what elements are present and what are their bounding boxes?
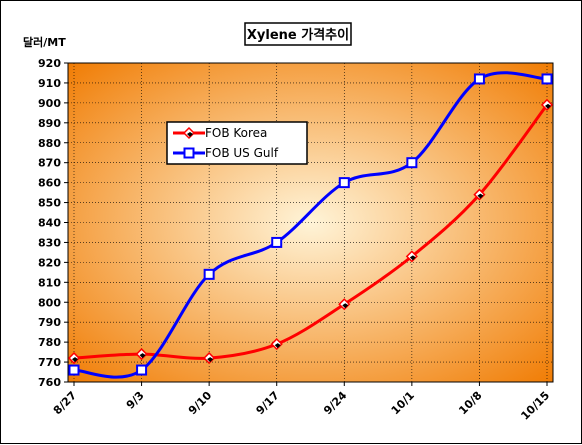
data-point <box>136 364 148 376</box>
x-tick-label: 10/15 <box>518 389 552 423</box>
data-point <box>68 364 80 376</box>
x-axis-tick-labels: 8/27 9/3 9/10 9/17 9/24 10/1 10/8 10/15 <box>51 389 552 423</box>
y-tick-label: 830 <box>38 236 61 249</box>
y-tick-label: 820 <box>38 256 61 269</box>
y-tick-label: 880 <box>38 137 61 150</box>
data-point <box>405 250 418 263</box>
x-tick-label: 9/17 <box>254 389 282 417</box>
x-tick-label: 9/24 <box>321 389 350 418</box>
legend-marker <box>182 126 196 140</box>
series-lines <box>67 71 554 379</box>
y-tick-label: 810 <box>38 276 61 289</box>
data-point <box>338 177 350 189</box>
y-tick-label: 850 <box>38 197 61 210</box>
data-point <box>135 348 148 361</box>
data-point <box>406 157 418 169</box>
data-point <box>473 73 485 85</box>
y-axis-tick-labels: 760 770 780 790 800 810 820 830 840 850 860 870 880 8… <box>38 57 61 389</box>
data-point <box>338 298 351 311</box>
chart-title: Xylene 가격추이 <box>247 27 349 43</box>
x-tick-label: 9/3 <box>124 389 147 412</box>
x-tick-label: 10/8 <box>456 389 484 417</box>
data-point <box>203 352 216 365</box>
x-tick-label: 9/10 <box>186 389 215 418</box>
y-tick-label: 760 <box>38 376 61 389</box>
legend-entry: FOB Korea <box>173 126 267 140</box>
chart-title-box: Xylene 가격추이 <box>244 22 352 46</box>
grid-lines <box>64 62 553 386</box>
x-tick-label: 8/27 <box>51 389 79 417</box>
legend-label: FOB Korea <box>205 126 267 140</box>
legend: FOB Korea FOB US Gulf <box>166 121 308 165</box>
series-line-1 <box>73 71 548 379</box>
y-tick-label: 890 <box>38 117 61 130</box>
y-tick-label: 870 <box>38 157 61 170</box>
x-tick-label: 10/1 <box>389 389 417 417</box>
data-point <box>541 73 553 85</box>
y-tick-label: 790 <box>38 316 61 329</box>
y-tick-label: 800 <box>38 296 61 309</box>
data-point <box>271 236 283 248</box>
data-point <box>203 268 215 280</box>
data-point <box>473 188 486 201</box>
data-point <box>270 338 283 351</box>
legend-entry: FOB US Gulf <box>173 146 279 160</box>
data-point <box>67 352 81 365</box>
data-point <box>540 98 554 111</box>
y-axis-label: 달러/MT <box>23 35 66 49</box>
y-tick-label: 860 <box>38 177 61 190</box>
y-tick-label: 900 <box>38 97 61 110</box>
y-tick-label: 920 <box>38 57 61 70</box>
y-tick-label: 780 <box>38 336 61 349</box>
legend-marker <box>183 147 195 159</box>
y-tick-label: 910 <box>38 77 61 90</box>
y-tick-label: 770 <box>38 356 61 369</box>
legend-label: FOB US Gulf <box>205 146 279 160</box>
y-tick-label: 840 <box>38 217 61 230</box>
plot-area <box>67 62 554 383</box>
